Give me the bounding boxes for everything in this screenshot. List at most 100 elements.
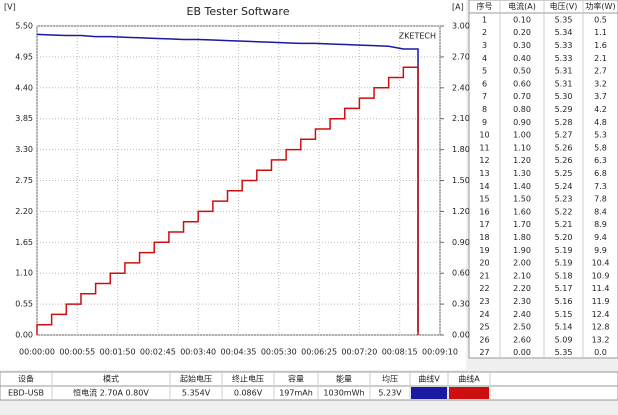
table-cell: 0.20 xyxy=(513,28,531,37)
info-value: 1030mWh xyxy=(323,389,364,398)
table-cell: 2.50 xyxy=(513,323,531,332)
table-cell: 2.20 xyxy=(513,284,531,293)
table-cell: 15 xyxy=(479,195,489,204)
table-cell: 6.3 xyxy=(594,156,607,165)
info-header: 曲线A xyxy=(458,374,480,384)
table-cell: 5.3 xyxy=(594,131,607,140)
table-cell: 26 xyxy=(479,335,489,344)
series-line xyxy=(36,66,419,335)
y-tick-label: 1.10 xyxy=(15,269,33,278)
table-cell: 5.18 xyxy=(555,271,573,280)
table-cell: 1.60 xyxy=(513,207,531,216)
table-cell: 5.26 xyxy=(555,143,573,152)
table-cell: 5.15 xyxy=(555,310,573,319)
table-cell: 25 xyxy=(479,323,489,332)
x-tick-label: 00:09:10 xyxy=(422,348,458,357)
chart-title: EB Tester Software xyxy=(187,5,290,18)
table-cell: 7 xyxy=(482,92,487,101)
table-cell: 5.21 xyxy=(555,220,573,229)
table-cell: 5.24 xyxy=(555,182,573,191)
table-cell: 4 xyxy=(482,54,487,63)
x-tick-label: 00:00:55 xyxy=(59,348,95,357)
x-tick-label: 00:03:40 xyxy=(180,348,216,357)
info-value: 5.23V xyxy=(378,389,402,398)
table-cell: 27 xyxy=(479,348,489,357)
table-cell: 2.40 xyxy=(513,310,531,319)
info-value: 5.354V xyxy=(182,389,211,398)
table-cell: 5.8 xyxy=(594,143,607,152)
table-cell: 1.10 xyxy=(513,143,531,152)
y2-tick-label: 2.10 xyxy=(452,114,470,123)
x-tick-label: 00:01:50 xyxy=(100,348,136,357)
table-cell: 0.0 xyxy=(594,348,607,357)
table-cell: 3.7 xyxy=(594,92,607,101)
table-cell: 5.29 xyxy=(555,105,573,114)
table-cell: 5.17 xyxy=(555,284,573,293)
table-cell: 0.70 xyxy=(513,92,531,101)
table-cell: 2.10 xyxy=(513,271,531,280)
table-cell: 5.31 xyxy=(555,79,573,88)
table-cell: 5.26 xyxy=(555,156,573,165)
table-cell: 23 xyxy=(479,297,489,306)
info-header: 设备 xyxy=(18,374,34,384)
x-tick-label: 00:04:35 xyxy=(221,348,257,357)
table-cell: 1.80 xyxy=(513,233,531,242)
table-cell: 5.09 xyxy=(555,335,573,344)
table-cell: 8 xyxy=(482,105,487,114)
table-cell: 13 xyxy=(479,169,489,178)
table-cell: 11 xyxy=(479,143,489,152)
y-tick-label: 1.65 xyxy=(15,238,33,247)
info-value: 197mAh xyxy=(279,389,313,398)
table-cell: 11.9 xyxy=(592,297,610,306)
table-cell: 5 xyxy=(482,67,487,76)
table-cell: 5.30 xyxy=(555,92,573,101)
table-cell: 1.50 xyxy=(513,195,531,204)
curve-swatch xyxy=(449,387,489,399)
info-header: 模式 xyxy=(103,374,119,384)
table-cell: 5.34 xyxy=(555,28,573,37)
series-line xyxy=(36,33,419,333)
table-cell: 5.35 xyxy=(555,348,573,357)
table-cell: 1.70 xyxy=(513,220,531,229)
table-cell: 5.25 xyxy=(555,169,573,178)
y-tick-label: 2.75 xyxy=(15,176,33,185)
info-header: 曲线V xyxy=(418,374,440,384)
x-tick-label: 00:07:20 xyxy=(341,348,377,357)
table-cell: 8.4 xyxy=(594,207,607,216)
table-cell: 5.22 xyxy=(555,207,573,216)
table-cell: 10 xyxy=(479,131,489,140)
table-cell: 5.35 xyxy=(555,15,573,24)
table-cell: 1.40 xyxy=(513,182,531,191)
table-cell: 19 xyxy=(479,246,489,255)
table-cell: 12.4 xyxy=(592,310,610,319)
info-header: 起始电压 xyxy=(180,374,212,384)
table-cell: 1.20 xyxy=(513,156,531,165)
table-cell: 14 xyxy=(479,182,489,191)
y2-tick-label: 1.50 xyxy=(452,176,470,185)
y2-tick-label: 0.60 xyxy=(452,269,470,278)
table-cell: 2.1 xyxy=(594,54,607,63)
x-tick-label: 00:08:15 xyxy=(382,348,418,357)
table-cell: 5.23 xyxy=(555,195,573,204)
y-tick-label: 0.55 xyxy=(15,300,33,309)
table-cell: 0.90 xyxy=(513,118,531,127)
table-cell: 1 xyxy=(482,15,487,24)
info-header: 均压 xyxy=(382,374,398,384)
table-cell: 5.14 xyxy=(555,323,573,332)
y-tick-label: 4.40 xyxy=(15,83,33,92)
table-cell: 13.2 xyxy=(592,335,610,344)
watermark: ZKETECH xyxy=(399,32,436,41)
table-cell: 5.19 xyxy=(555,246,573,255)
table-cell: 0.50 xyxy=(513,67,531,76)
y-tick-label: 5.50 xyxy=(15,22,33,31)
table-cell: 0.00 xyxy=(513,348,531,357)
table-cell: 16 xyxy=(479,207,489,216)
table-header: 功率(W) xyxy=(585,1,615,11)
table-cell: 9 xyxy=(482,118,487,127)
info-value: 0.086V xyxy=(234,389,263,398)
x-tick-label: 00:06:25 xyxy=(301,348,337,357)
y2-tick-label: 1.20 xyxy=(452,207,470,216)
table-cell: 21 xyxy=(479,271,489,280)
